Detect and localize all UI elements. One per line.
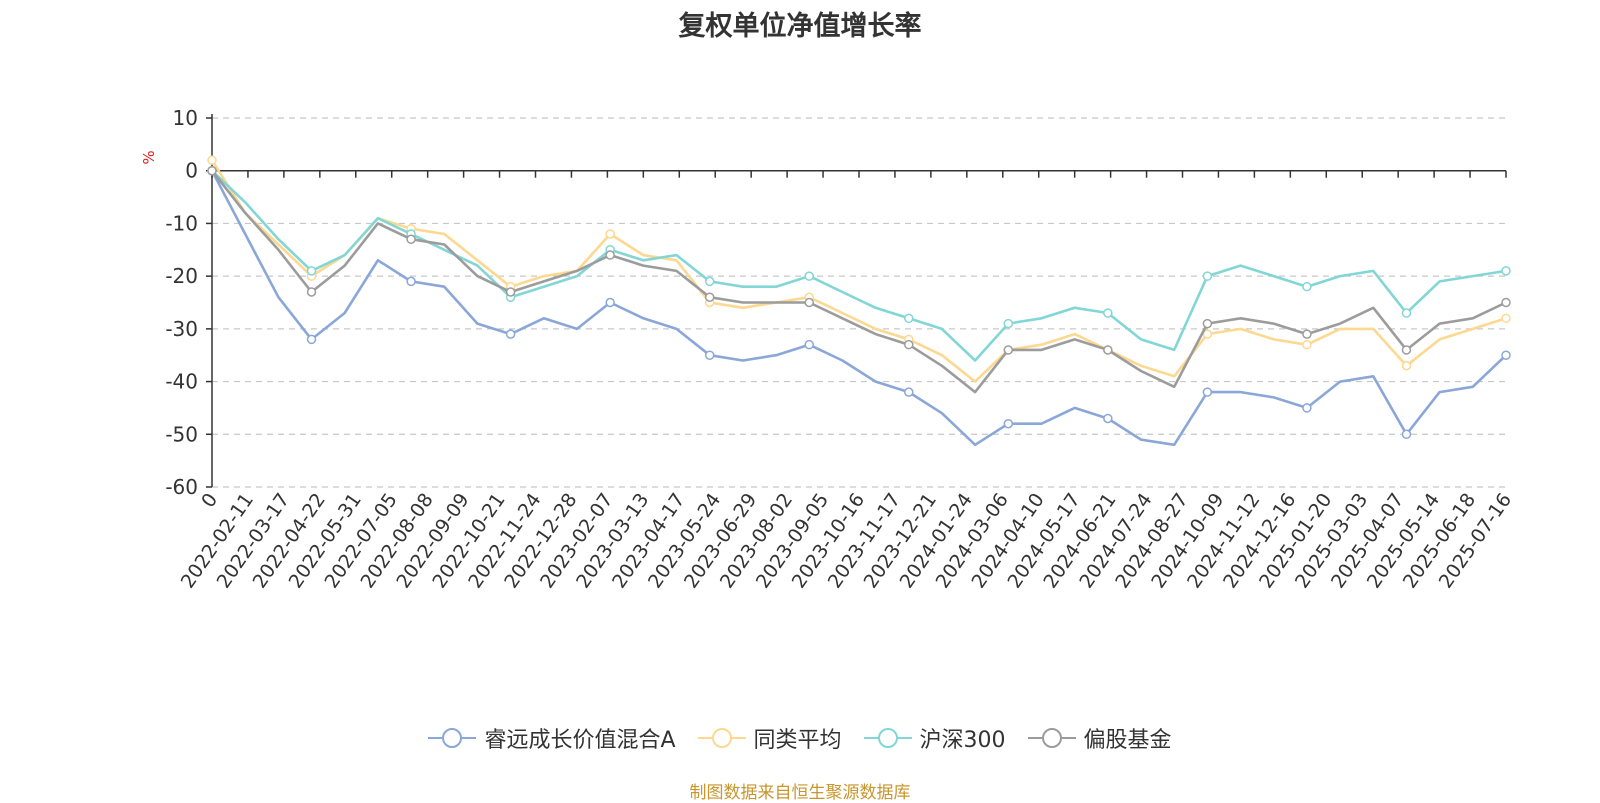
data-point[interactable] (306, 334, 317, 345)
data-point[interactable] (605, 250, 615, 260)
y-axis-label: % (140, 150, 158, 164)
data-point[interactable] (804, 339, 814, 350)
data-point[interactable] (505, 329, 516, 339)
legend: 睿远成长价值混合A 同类平均 沪深300 偏股基金 (0, 722, 1600, 754)
legend-label: 偏股基金 (1083, 728, 1172, 753)
axes: 100-10-20-30-40-50-60%02022-02-112022-03… (140, 106, 1516, 592)
data-point[interactable] (505, 287, 516, 297)
data-point[interactable] (804, 271, 814, 281)
data-point[interactable] (1103, 413, 1113, 424)
y-tick-label: -10 (165, 211, 198, 235)
legend-swatch-icon (428, 728, 477, 748)
legend-item-3[interactable]: 偏股基金 (1027, 722, 1172, 754)
data-point[interactable] (904, 387, 914, 397)
data-point[interactable] (1501, 297, 1511, 308)
data-point[interactable] (1202, 271, 1213, 281)
data-point[interactable] (306, 266, 317, 276)
data-point[interactable] (704, 292, 715, 302)
data-point[interactable] (1003, 318, 1014, 329)
data-point[interactable] (406, 276, 416, 287)
data-point[interactable] (207, 155, 217, 165)
y-tick-label: -30 (165, 317, 198, 341)
data-point[interactable] (1501, 350, 1511, 360)
data-point[interactable] (1302, 339, 1312, 350)
series-line (210, 170, 1507, 447)
data-point[interactable] (1302, 329, 1312, 339)
data-point[interactable] (1401, 361, 1412, 371)
data-point[interactable] (306, 287, 317, 297)
legend-swatch-icon (697, 728, 746, 748)
line-chart: 100-10-20-30-40-50-60%02022-02-112022-03… (140, 106, 1516, 592)
series-line (210, 159, 1507, 383)
y-tick-label: 10 (173, 106, 198, 130)
data-point[interactable] (1202, 387, 1213, 397)
series-0 (207, 165, 1511, 447)
data-point[interactable] (904, 339, 914, 350)
data-point[interactable] (1003, 345, 1014, 355)
data-point[interactable] (1401, 429, 1412, 440)
legend-swatch-icon (863, 728, 912, 748)
data-point[interactable] (804, 297, 814, 308)
data-point[interactable] (1202, 318, 1213, 329)
legend-item-2[interactable]: 沪深300 (863, 722, 1006, 754)
legend-label: 睿远成长价值混合A (484, 728, 676, 753)
legend-swatch-icon (1027, 728, 1076, 748)
legend-label: 沪深300 (919, 728, 1006, 753)
data-point[interactable] (1501, 266, 1511, 276)
y-tick-label: -50 (165, 422, 198, 446)
data-point[interactable] (1202, 329, 1213, 339)
data-point[interactable] (605, 297, 615, 308)
data-point[interactable] (207, 165, 217, 176)
y-tick-label: -60 (165, 475, 198, 499)
legend-label: 同类平均 (753, 728, 842, 753)
data-point[interactable] (605, 229, 615, 239)
data-point[interactable] (904, 313, 914, 324)
chart-title: 复权单位净值增长率 (678, 11, 922, 42)
x-tick-label: 0 (197, 489, 222, 512)
data-point[interactable] (1401, 345, 1412, 355)
series-line (210, 169, 1507, 394)
y-tick-label: -20 (165, 264, 198, 288)
y-tick-label: -40 (165, 370, 198, 394)
data-point[interactable] (406, 234, 416, 244)
data-point[interactable] (1302, 281, 1312, 292)
legend-item-0[interactable]: 睿远成长价值混合A (428, 722, 676, 754)
data-point[interactable] (1103, 345, 1113, 355)
series-1 (207, 155, 1511, 383)
data-point[interactable] (1401, 308, 1412, 318)
series-lines (207, 155, 1511, 447)
data-point[interactable] (1302, 403, 1312, 413)
data-point[interactable] (704, 276, 715, 287)
data-point[interactable] (1501, 313, 1511, 324)
data-point[interactable] (1003, 418, 1014, 429)
series-3 (207, 165, 1511, 394)
y-tick-label: 0 (185, 159, 198, 183)
source-note: 制图数据来自恒生聚源数据库 (689, 783, 911, 803)
data-point[interactable] (704, 350, 715, 360)
legend-item-1[interactable]: 同类平均 (697, 722, 842, 754)
data-point[interactable] (1103, 308, 1113, 318)
